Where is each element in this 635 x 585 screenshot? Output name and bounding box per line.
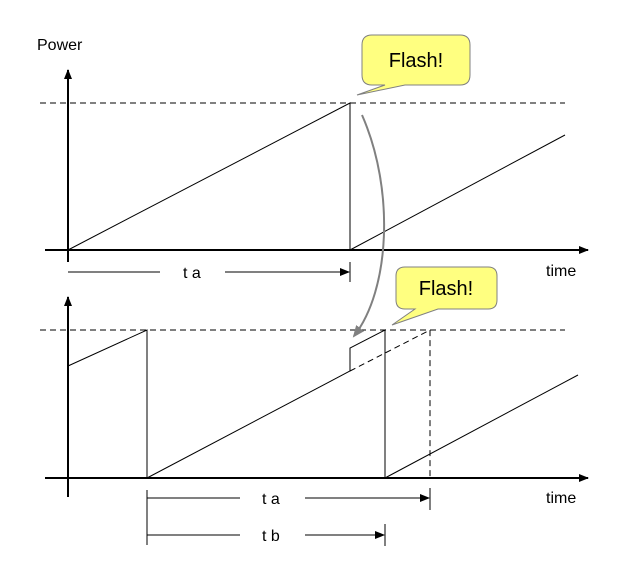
bottom-power-ramp-3 xyxy=(384,374,579,479)
bottom-power-ramp-boosted xyxy=(146,329,386,479)
top-flash-text: Flash! xyxy=(389,50,443,72)
bottom-ta-label: t a xyxy=(262,491,280,508)
bottom-x-axis-label: time xyxy=(546,490,576,507)
y-axis-label: Power xyxy=(37,37,83,54)
bottom-flash-callout: Flash! xyxy=(391,266,498,326)
bottom-power-ramp-original xyxy=(349,329,431,478)
bottom-power-ramp-1 xyxy=(67,329,148,478)
top-power-ramp xyxy=(67,102,351,251)
top-power-ramp-2 xyxy=(349,134,566,251)
top-ta-label: t a xyxy=(183,265,201,282)
curved-transfer-arrow xyxy=(352,114,386,338)
bottom-tb-label: t b xyxy=(262,528,280,545)
bottom-chart: time t a t b xyxy=(40,296,589,546)
top-flash-callout: Flash! xyxy=(356,34,471,96)
bottom-flash-text: Flash! xyxy=(419,278,473,300)
top-x-axis-label: time xyxy=(546,263,576,280)
top-chart: Power time t a xyxy=(37,37,589,282)
